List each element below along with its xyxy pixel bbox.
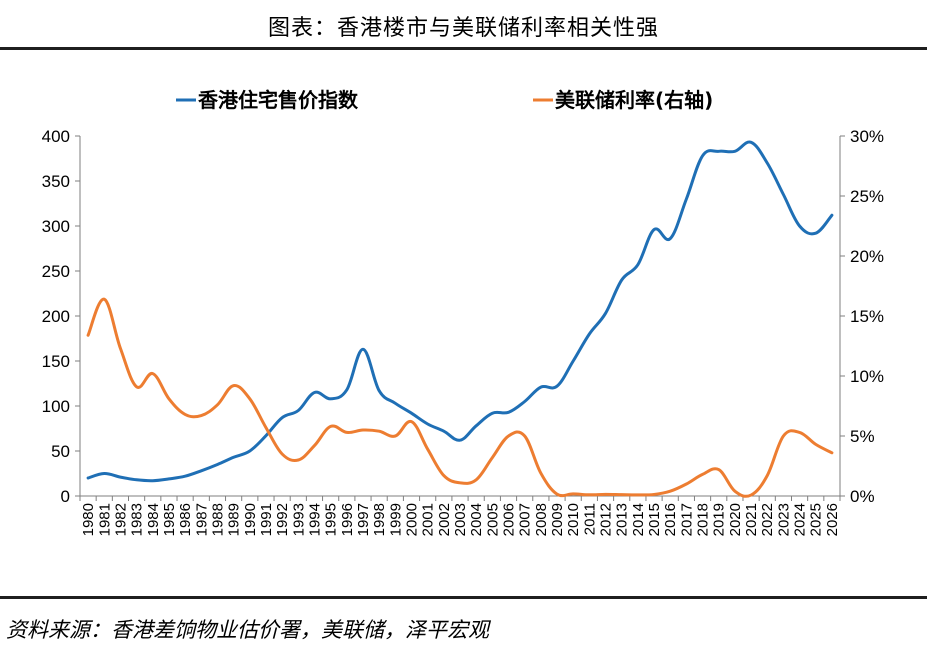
right-tick-label: 30% bbox=[850, 127, 884, 146]
x-tick-label: 2013 bbox=[614, 503, 631, 536]
right-tick-label: 25% bbox=[850, 187, 884, 206]
x-tick-label: 1986 bbox=[177, 503, 194, 536]
top-rule bbox=[0, 47, 927, 50]
x-tick-label: 2014 bbox=[630, 503, 647, 536]
x-tick-label: 1983 bbox=[129, 503, 146, 536]
x-tick-label: 2000 bbox=[403, 503, 420, 536]
left-tick-label: 50 bbox=[51, 442, 70, 461]
x-tick-label: 2007 bbox=[517, 503, 534, 536]
x-tick-label: 1990 bbox=[242, 503, 259, 536]
x-tick-label: 2012 bbox=[598, 503, 615, 536]
chart-title: 图表：香港楼市与美联储利率相关性强 bbox=[267, 16, 659, 41]
left-tick-label: 100 bbox=[42, 397, 70, 416]
legend: 香港住宅售价指数 美联储利率(右轴) bbox=[176, 88, 713, 112]
x-tick-label: 2024 bbox=[792, 503, 809, 536]
right-tick-label: 15% bbox=[850, 307, 884, 326]
fed-funds-rate-line bbox=[86, 297, 834, 498]
right-tick-label: 20% bbox=[850, 247, 884, 266]
x-tick-label: 1996 bbox=[339, 503, 356, 536]
x-tick-label: 2015 bbox=[646, 503, 663, 536]
x-tick-label: 1992 bbox=[274, 503, 291, 536]
source-note: 资料来源：香港差饷物业估价署，美联储，泽平宏观 bbox=[6, 618, 489, 642]
x-tick-label: 2001 bbox=[420, 503, 437, 536]
x-tick-label: 2020 bbox=[727, 503, 744, 536]
x-tick-label: 1993 bbox=[290, 503, 307, 536]
x-tick-label: 1998 bbox=[371, 503, 388, 536]
right-tick-label: 5% bbox=[850, 427, 875, 446]
left-tick-label: 300 bbox=[42, 217, 70, 236]
x-tick-label: 2004 bbox=[468, 503, 485, 536]
x-tick-label: 2003 bbox=[452, 503, 469, 536]
left-tick-label: 0 bbox=[61, 487, 70, 506]
bottom-rule bbox=[0, 596, 927, 599]
chart-canvas: 香港住宅售价指数 美联储利率(右轴) 0 50 100 150 200 250 300 350… bbox=[42, 88, 884, 536]
x-tick-label: 1999 bbox=[387, 503, 404, 536]
left-tick-label: 350 bbox=[42, 172, 70, 191]
x-tick-label: 1997 bbox=[355, 503, 372, 536]
x-tick-label: 1980 bbox=[80, 503, 97, 536]
x-tick-label: 1985 bbox=[161, 503, 178, 536]
x-tick-label: 1982 bbox=[112, 503, 129, 536]
x-tick-label: 2018 bbox=[695, 503, 712, 536]
x-tick-label: 2009 bbox=[549, 503, 566, 536]
house-price-index-line bbox=[86, 140, 834, 483]
x-tick-label: 2017 bbox=[678, 503, 695, 536]
legend-label-fed-rate: 美联储利率(右轴) bbox=[555, 88, 713, 112]
right-tick-label: 0% bbox=[850, 487, 875, 506]
x-tick-label: 1989 bbox=[226, 503, 243, 536]
x-tick-label: 2010 bbox=[565, 503, 582, 536]
series-layer bbox=[86, 140, 834, 498]
left-tick-label: 200 bbox=[42, 307, 70, 326]
x-tick-label: 1991 bbox=[258, 503, 275, 536]
x-tick-label: 1994 bbox=[306, 503, 323, 536]
x-tick-label: 2023 bbox=[775, 503, 792, 536]
right-tick-label: 10% bbox=[850, 367, 884, 386]
x-tick-label: 2005 bbox=[484, 503, 501, 536]
x-tick-label: 2016 bbox=[662, 503, 679, 536]
x-tick-label: 1981 bbox=[96, 503, 113, 536]
left-tick-label: 250 bbox=[42, 262, 70, 281]
x-tick-label: 2025 bbox=[808, 503, 825, 536]
x-tick-label: 2019 bbox=[711, 503, 728, 536]
x-tick-label: 2002 bbox=[436, 503, 453, 536]
x-tick-label: 1984 bbox=[145, 503, 162, 536]
x-tick-label: 2021 bbox=[743, 503, 760, 536]
axes: 0 50 100 150 200 250 300 350 400 0% 5% 10% 15% 20% 25%… bbox=[42, 127, 884, 536]
x-tick-label: 2008 bbox=[533, 503, 550, 536]
x-tick-label: 2026 bbox=[824, 503, 841, 536]
x-tick-label: 2022 bbox=[759, 503, 776, 536]
x-tick-label: 1988 bbox=[209, 503, 226, 536]
left-tick-label: 400 bbox=[42, 127, 70, 146]
x-tick-label: 1987 bbox=[193, 503, 210, 536]
x-tick-label: 2011 bbox=[581, 503, 598, 535]
left-tick-label: 150 bbox=[42, 352, 70, 371]
x-tick-label: 2006 bbox=[501, 503, 518, 536]
x-tick-label: 1995 bbox=[323, 503, 340, 536]
legend-label-house-price: 香港住宅售价指数 bbox=[198, 88, 359, 112]
